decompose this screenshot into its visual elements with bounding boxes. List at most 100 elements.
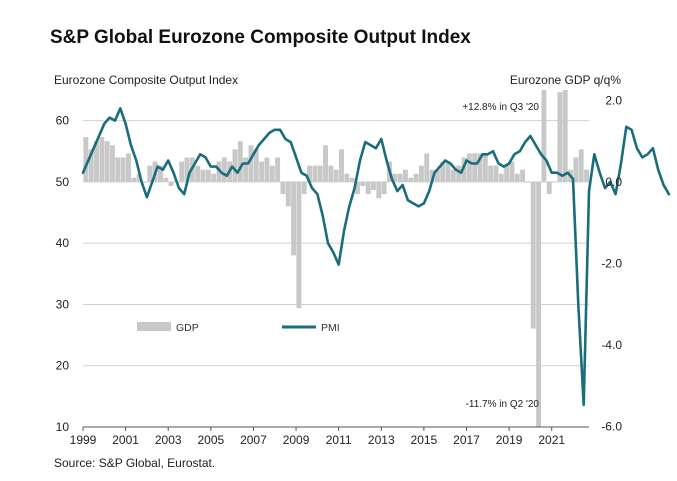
gdp-bar-2005Q1 xyxy=(211,173,217,182)
gdp-bar-2003Q1 xyxy=(168,181,174,186)
gdp-bar-2000Q3 xyxy=(115,157,121,182)
gdp-bar-2001Q4 xyxy=(141,181,147,183)
legend-gdp-label: GDP xyxy=(176,322,199,334)
gdp-bar-2017Q2 xyxy=(472,153,478,182)
gdp-bar-2005Q3 xyxy=(221,157,227,182)
annotation-gdp-high: +12.8% in Q3 '20 xyxy=(462,102,539,113)
gdp-bar-2017Q3 xyxy=(477,153,483,182)
gdp-bar-2001Q1 xyxy=(126,153,131,182)
gdp-bar-2020Q4 xyxy=(546,181,552,195)
gdp-bar-2006Q4 xyxy=(248,145,254,182)
gdp-bar-2010Q2 xyxy=(323,145,328,182)
gdp-bar-2010Q4 xyxy=(333,169,339,182)
gdp-bar-2007Q1 xyxy=(253,149,259,182)
gdp-bar-2013Q3 xyxy=(392,173,398,182)
gdp-bar-2000Q4 xyxy=(120,157,126,182)
gdp-bar-2004Q3 xyxy=(200,169,206,182)
x-tick-label: 1999 xyxy=(70,433,97,447)
gdp-bar-2007Q3 xyxy=(264,157,270,182)
gdp-bar-2008Q3 xyxy=(285,181,291,207)
gdp-bar-2020Q3 xyxy=(541,90,547,182)
left-tick-label: 50 xyxy=(56,175,70,189)
x-tick-label: 2003 xyxy=(155,433,182,447)
gdp-bar-2021Q1 xyxy=(552,181,558,183)
gdp-bar-2002Q3 xyxy=(157,165,163,182)
gdp-bar-2016Q3 xyxy=(456,165,462,182)
x-tick-label: 2007 xyxy=(240,433,267,447)
left-axis-label: Eurozone Composite Output Index xyxy=(54,73,238,87)
gdp-bar-2019Q3 xyxy=(520,169,526,182)
gdp-bar-2022Q3 xyxy=(584,169,589,182)
gdp-bar-2014Q3 xyxy=(413,173,419,182)
x-tick-label: 2005 xyxy=(197,433,224,447)
gdp-bar-2017Q4 xyxy=(482,153,488,182)
gdp-bar-2017Q1 xyxy=(466,153,472,182)
chart-title: S&P Global Eurozone Composite Output Ind… xyxy=(50,27,471,48)
right-tick-label: -6.0 xyxy=(601,419,622,433)
tick-labels: 10 20 30 40 50 60 2.0 0.0 -2.0 -4.0 -6.0 1999 2001 20… xyxy=(56,93,623,447)
gdp-bar-2008Q1 xyxy=(275,157,281,182)
gdp-bar-2003Q3 xyxy=(179,161,185,182)
gdp-bar-2021Q2 xyxy=(557,92,563,182)
x-tick-label: 2011 xyxy=(326,433,352,447)
legend-gdp-swatch xyxy=(137,322,171,331)
gdp-bar-2001Q3 xyxy=(136,173,142,182)
gdp-bar-2016Q1 xyxy=(445,161,451,182)
x-tick-label: 2015 xyxy=(411,433,438,447)
gdp-bar-2008Q4 xyxy=(291,181,297,256)
gdp-bar-2022Q2 xyxy=(578,149,584,182)
gdp-bar-2012Q2 xyxy=(365,181,371,195)
right-tick-label: -4.0 xyxy=(601,338,622,352)
x-tick-label: 2021 xyxy=(538,433,565,447)
gdp-bar-2019Q2 xyxy=(514,173,520,182)
gdp-bar-2006Q3 xyxy=(243,157,249,182)
gdp-bar-2000Q2 xyxy=(110,145,115,182)
pmi-line-group xyxy=(81,107,671,407)
gdp-bar-2004Q2 xyxy=(195,165,201,182)
right-tick-label: -2.0 xyxy=(601,256,622,270)
right-tick-label: 2.0 xyxy=(605,93,622,107)
gdp-bar-2011Q3 xyxy=(349,177,355,182)
gdp-bar-2007Q2 xyxy=(259,161,265,182)
gdp-bar-2018Q1 xyxy=(488,165,494,182)
gdp-bar-2013Q4 xyxy=(397,173,403,182)
gdp-bar-2002Q1 xyxy=(147,165,153,182)
left-tick-label: 10 xyxy=(56,420,70,434)
gdp-bar-2009Q2 xyxy=(301,181,307,195)
gdp-bar-2010Q3 xyxy=(328,165,334,182)
gdp-bar-1999Q4 xyxy=(99,137,105,182)
gdp-bar-2015Q1 xyxy=(424,153,430,182)
x-tick-label: 2017 xyxy=(453,433,480,447)
gdp-bar-2016Q4 xyxy=(461,157,467,182)
gdp-bar-2007Q4 xyxy=(269,165,275,182)
annotation-gdp-low: -11.7% in Q2 '20 xyxy=(466,399,540,410)
right-tick-label: 0.0 xyxy=(605,175,622,189)
gdp-bar-2015Q4 xyxy=(440,161,446,182)
gdp-bar-2020Q2 xyxy=(536,181,542,427)
gdp-bar-2008Q2 xyxy=(280,181,286,195)
left-tick-label: 20 xyxy=(56,359,70,373)
x-tick-label: 2009 xyxy=(283,433,310,447)
gdp-bar-2014Q4 xyxy=(418,165,424,182)
gdp-bar-2016Q2 xyxy=(450,169,456,182)
gdp-bar-2015Q3 xyxy=(434,169,440,182)
right-axis-label: Eurozone GDP q/q% xyxy=(510,73,622,87)
x-tick-label: 2013 xyxy=(368,433,395,447)
source-note: Source: S&P Global, Eurostat. xyxy=(54,456,216,470)
gdp-bar-1999Q1 xyxy=(83,137,89,182)
gdp-bar-2011Q1 xyxy=(339,149,344,182)
left-tick-label: 40 xyxy=(56,236,70,250)
gdp-bar-2012Q4 xyxy=(376,181,382,199)
gdp-bar-2000Q1 xyxy=(104,141,110,182)
legend: GDP PMI xyxy=(137,322,340,334)
axes: Eurozone Composite Output Index Eurozone… xyxy=(54,73,622,428)
gdp-bar-2006Q2 xyxy=(237,141,243,182)
gdp-bar-2002Q4 xyxy=(163,177,169,182)
pmi-line xyxy=(81,107,671,407)
gdp-bar-2011Q2 xyxy=(344,173,350,182)
gdp-bar-2009Q1 xyxy=(296,181,302,309)
x-tick-label: 2019 xyxy=(496,433,523,447)
gdp-bar-2012Q3 xyxy=(371,181,376,191)
gdp-bar-2006Q1 xyxy=(232,149,238,182)
gdp-bar-2009Q3 xyxy=(307,165,313,182)
